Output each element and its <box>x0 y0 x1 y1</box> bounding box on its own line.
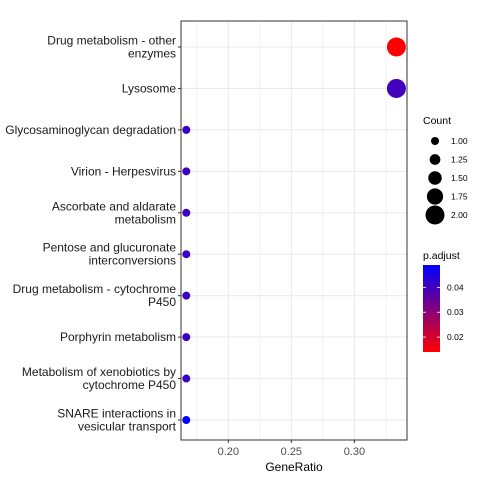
p-adjust-legend: p.adjust 0.02 0.03 0.04 <box>423 250 464 352</box>
count-legend-label: 1.50 <box>451 173 468 183</box>
count-legend-key <box>426 188 444 205</box>
data-point <box>182 125 191 134</box>
y-tick-label: SNARE interactions in <box>57 407 176 421</box>
y-tick-label: Porphyrin metabolism <box>60 330 176 344</box>
x-tick-label: 0.20 <box>218 446 239 458</box>
x-tick-label: 0.25 <box>281 446 302 458</box>
data-point <box>182 333 191 342</box>
p-adjust-legend-title: p.adjust <box>423 250 460 262</box>
count-legend-label: 1.75 <box>451 192 468 202</box>
x-axis-title: GeneRatio <box>265 460 323 474</box>
count-legend-key <box>425 205 445 225</box>
colorbar-label: 0.03 <box>447 307 464 317</box>
colorbar-label: 0.02 <box>447 332 464 342</box>
count-legend-key <box>428 171 442 185</box>
count-legend-key <box>429 154 441 165</box>
y-tick-label: Lysosome <box>122 81 177 95</box>
y-tick-label: vesicular transport <box>78 420 177 434</box>
x-tick-label: 0.30 <box>344 446 365 458</box>
data-point <box>182 167 191 176</box>
y-tick-label: metabolism <box>115 212 176 226</box>
count-legend-label: 1.00 <box>451 136 468 146</box>
data-point <box>182 416 191 424</box>
data-point <box>182 374 191 383</box>
count-legend-label: 1.25 <box>451 155 468 165</box>
count-legend-title: Count <box>423 115 451 127</box>
y-tick-label: Drug metabolism - cytochrome <box>13 282 177 296</box>
data-point <box>386 37 406 57</box>
grid <box>181 21 407 440</box>
y-tick-label: Ascorbate and aldarate <box>52 199 176 213</box>
data-point <box>182 291 191 300</box>
y-tick-label: Glycosaminoglycan degradation <box>5 123 176 137</box>
y-tick-label: Metabolism of xenobiotics by <box>22 365 176 379</box>
data-points <box>182 37 406 424</box>
y-tick-label: cytochrome P450 <box>83 378 177 392</box>
y-tick-label: P450 <box>148 295 176 309</box>
y-tick-label: interconversions <box>89 254 176 268</box>
data-point <box>182 250 191 259</box>
data-point <box>182 208 191 217</box>
count-legend-label: 2.00 <box>451 210 468 220</box>
y-tick-label: Drug metabolism - other <box>47 34 176 48</box>
y-tick-label: enzymes <box>128 47 176 61</box>
plot-panel <box>180 20 408 441</box>
y-tick-label: Pentose and glucuronate <box>43 241 177 255</box>
y-tick-label: Virion - Herpesvirus <box>71 164 176 178</box>
colorbar-label: 0.04 <box>447 282 464 292</box>
count-legend-key <box>431 137 439 145</box>
x-axis-ticks: 0.20 0.25 0.30 <box>218 440 365 458</box>
p-adjust-colorbar <box>423 265 440 352</box>
data-point <box>386 78 406 98</box>
